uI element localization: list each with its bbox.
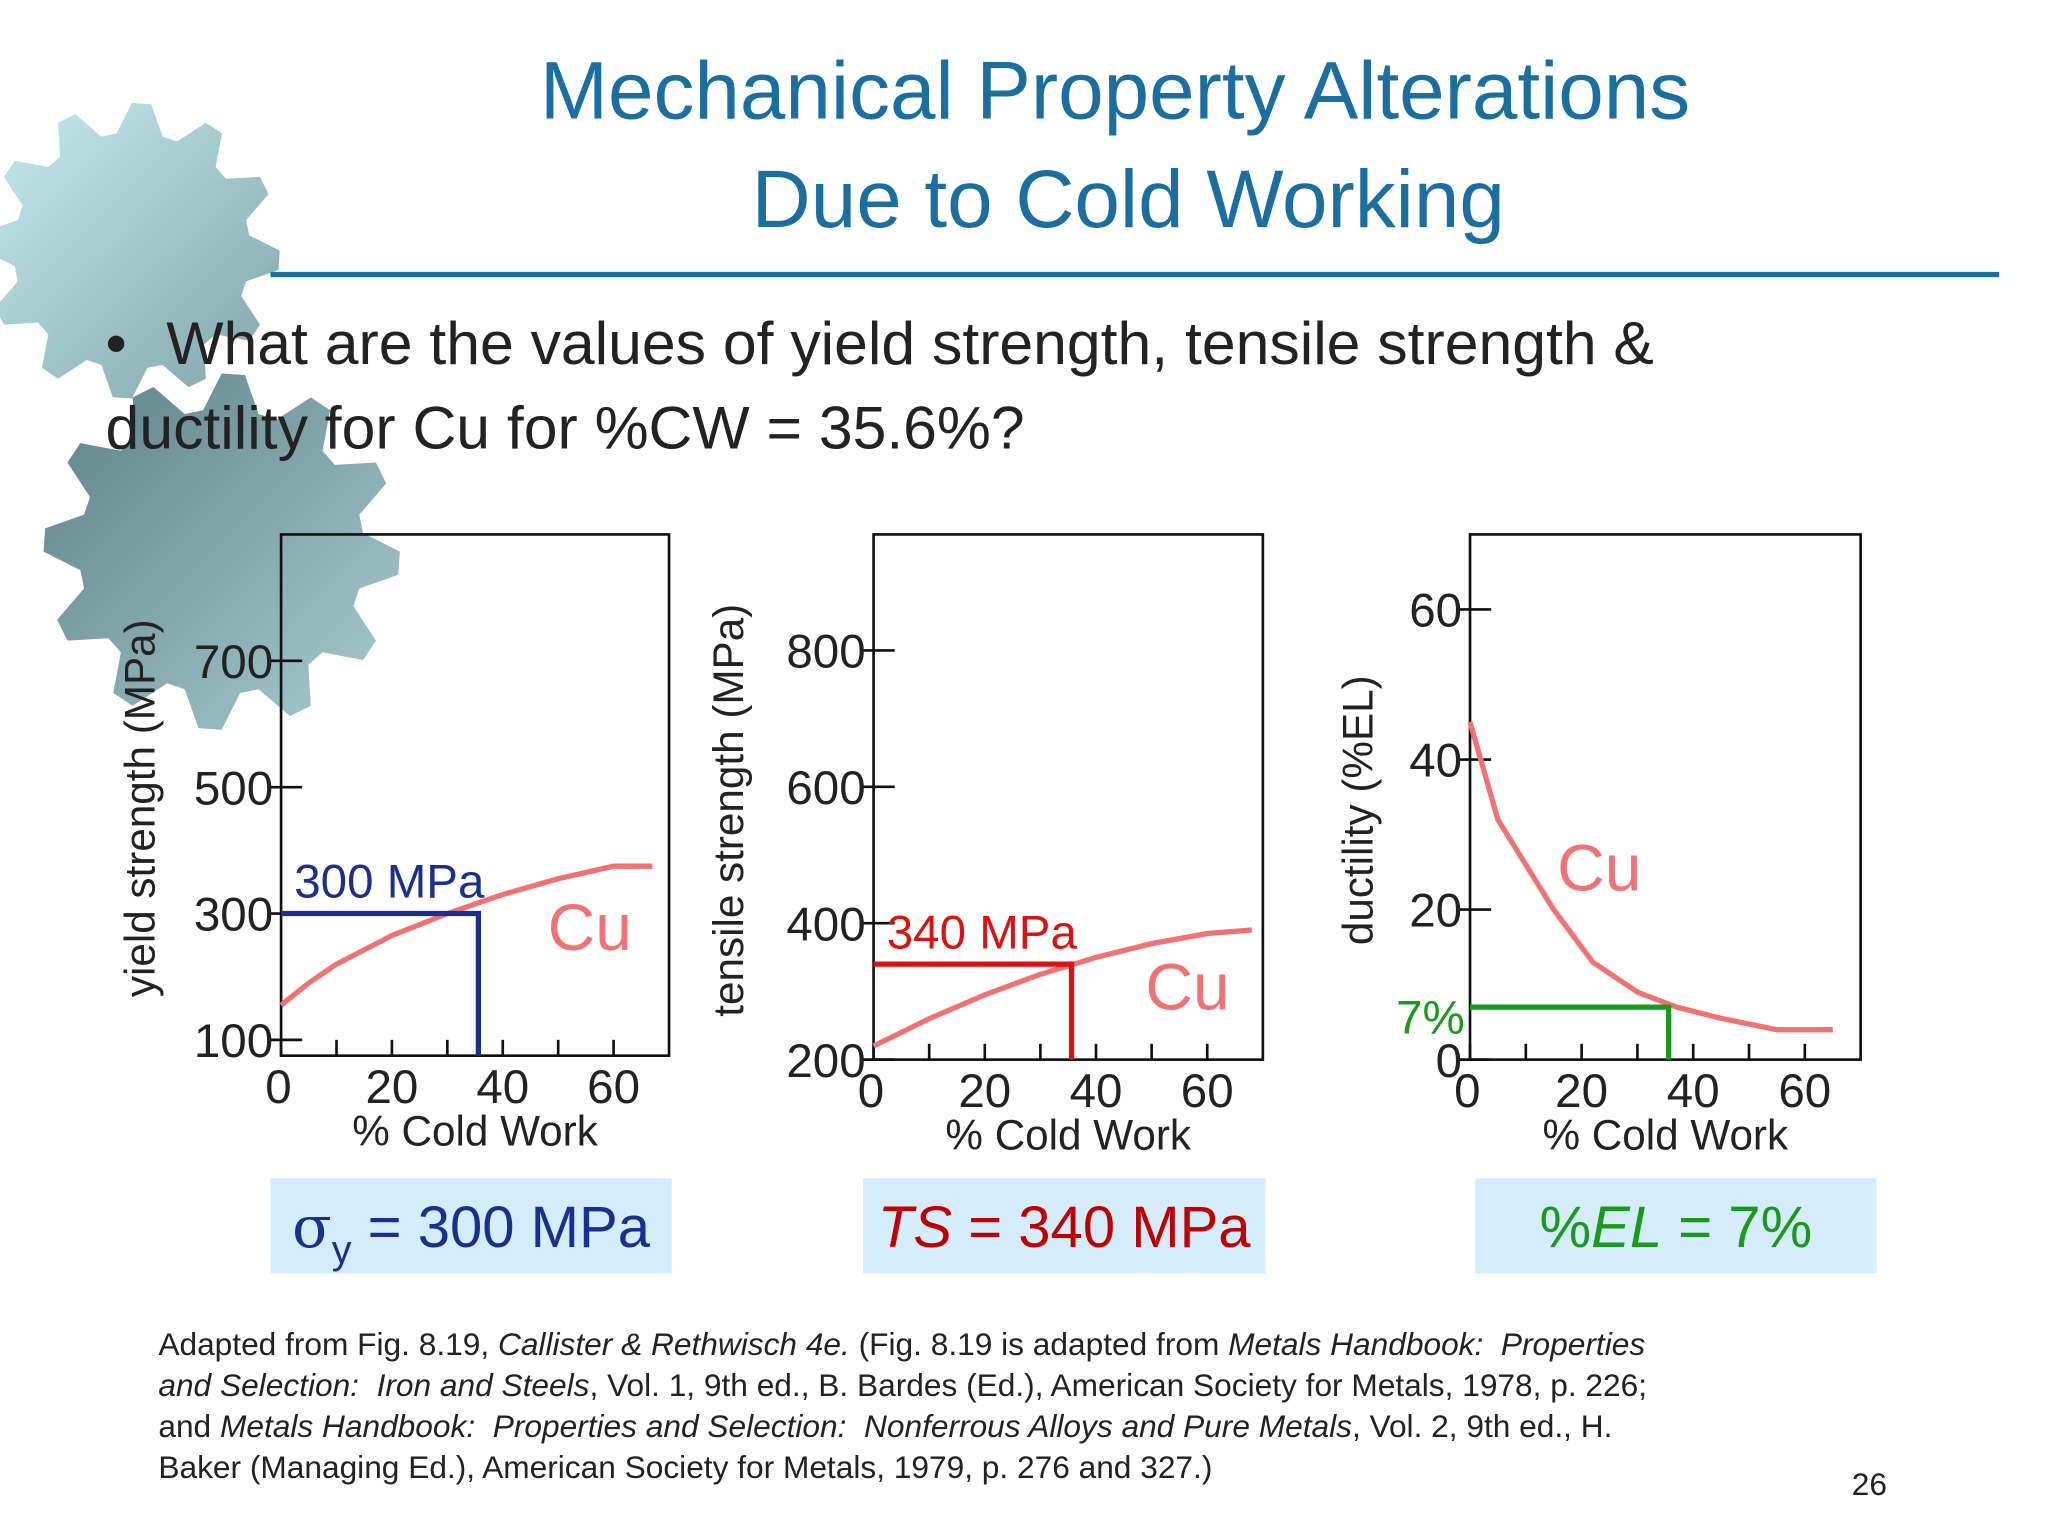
result-text: σy = 300 MPa [292, 1193, 651, 1272]
x-tick-label: 0 [265, 1061, 291, 1114]
caption-segment: Callister & Rethwisch 4e. [498, 1326, 850, 1362]
decoration [0, 102, 400, 730]
result-symbol: TS [878, 1195, 952, 1260]
y-tick-label: 400 [786, 898, 865, 951]
x-tick-label: 20 [1555, 1065, 1608, 1118]
result-text: TS = 340 MPa [878, 1195, 1251, 1260]
series-label: Cu [1145, 949, 1229, 1023]
caption: Adapted from Fig. 8.19, Callister & Reth… [158, 1326, 1647, 1485]
result-box [270, 1178, 672, 1274]
y-tick-label: 20 [1409, 885, 1462, 938]
x-axis-label: % Cold Work [1543, 1111, 1789, 1158]
chart: 200 400 600 800 0 20 40 60% Cold Work tensile st… [705, 533, 1265, 1158]
y-tick-label: 800 [786, 626, 865, 679]
reference-label: 7% [1396, 992, 1465, 1045]
result-symbol: σ [292, 1193, 332, 1261]
result-text: %EL = 7% [1540, 1195, 1813, 1260]
results: σy = 300 MPa TS = 340 MPa %EL = 7% [270, 1178, 1877, 1274]
result-symbol: EL [1591, 1195, 1662, 1260]
caption-segment: and Selection: Iron and Steels [158, 1367, 589, 1403]
gear [0, 102, 280, 399]
reference-line [873, 961, 1075, 1060]
x-tick-label: 60 [1181, 1065, 1234, 1118]
caption-line: and Selection: Iron and Steels, Vol. 1, … [158, 1367, 1647, 1403]
series-label: Cu [548, 890, 632, 964]
reference-line [1470, 1004, 1672, 1060]
reference-line [281, 910, 482, 1056]
y-tick-label: 600 [786, 762, 865, 815]
y-tick-label: 100 [194, 1015, 273, 1068]
bullet-dot: • [106, 309, 127, 377]
caption-segment: , Vol. 1, 9th ed., B. Bardes (Ed.), Amer… [590, 1367, 1648, 1403]
caption-line: Adapted from Fig. 8.19, Callister & Reth… [158, 1326, 1645, 1362]
caption-line: and Metals Handbook: Properties and Sele… [158, 1408, 1612, 1444]
caption-line: Baker (Managing Ed.), American Society f… [158, 1449, 1212, 1485]
plot-frame [279, 533, 671, 1057]
caption-segment: Baker (Managing Ed.), American Society f… [158, 1449, 1212, 1485]
result-box [1475, 1178, 1877, 1274]
caption-segment: (Fig. 8.19 is adapted from [850, 1326, 1228, 1362]
x-axis-label: % Cold Work [352, 1107, 598, 1154]
y-tick-label: 700 [194, 636, 273, 689]
result-value: = 300 MPa [352, 1195, 651, 1260]
y-tick-label: 0 [1436, 1035, 1462, 1088]
x-tick-label: 40 [1667, 1065, 1720, 1118]
caption-segment: , Vol. 2, 9th ed., H. [1352, 1408, 1612, 1444]
caption-segment: and [158, 1408, 220, 1444]
title-line: Due to Cold Working [752, 154, 1505, 245]
y-axis-label: yield strength (MPa) [116, 619, 163, 997]
y-tick-label: 60 [1409, 585, 1462, 638]
curve [1467, 721, 1833, 1033]
y-tick-label: 500 [194, 762, 273, 815]
result-prefix: % [1540, 1195, 1592, 1260]
page-number: 26 [1852, 1466, 1887, 1502]
result-value: = 340 MPa [952, 1195, 1251, 1260]
x-axis-label: % Cold Work [945, 1111, 1191, 1158]
y-tick-label: 40 [1409, 735, 1462, 788]
result-value: = 7% [1662, 1195, 1812, 1260]
x-tick-label: 20 [365, 1061, 418, 1114]
x-tick-label: 40 [476, 1061, 529, 1114]
result-subscript: y [332, 1228, 352, 1272]
x-tick-label: 0 [858, 1065, 884, 1118]
bullet-text: ductility for Cu for %CW = 35.6%? [106, 394, 1025, 462]
caption-segment: Adapted from Fig. 8.19, [158, 1326, 498, 1362]
series-label: Cu [1557, 831, 1641, 905]
gear [43, 373, 400, 730]
x-tick-label: 60 [1778, 1065, 1831, 1118]
bullet-text: What are the values of yield strength, t… [166, 309, 1654, 377]
caption-segment: Metals Handbook: Properties [1228, 1326, 1645, 1362]
result-box [863, 1178, 1266, 1274]
x-tick-label: 60 [587, 1061, 640, 1114]
x-tick-label: 0 [1454, 1065, 1480, 1118]
x-tick-label: 40 [1070, 1065, 1123, 1118]
plot-frame [872, 533, 1265, 1061]
reference-label: 300 MPa [294, 856, 485, 909]
chart: 100 300 500 700 0 20 40 60% Cold Work yield stre… [116, 533, 671, 1154]
plot-frame [1468, 533, 1862, 1061]
x-tick-label: 20 [958, 1065, 1011, 1118]
y-tick-label: 300 [194, 889, 273, 942]
caption-segment: Metals Handbook: Properties and Selectio… [220, 1408, 1352, 1444]
y-axis-label: ductility (%EL) [1334, 675, 1381, 945]
y-axis-label: tensile strength (MPa) [705, 604, 752, 1017]
y-tick-label: 200 [786, 1035, 865, 1088]
title-line: Mechanical Property Alterations [540, 46, 1690, 137]
reference-label: 340 MPa [887, 906, 1078, 959]
